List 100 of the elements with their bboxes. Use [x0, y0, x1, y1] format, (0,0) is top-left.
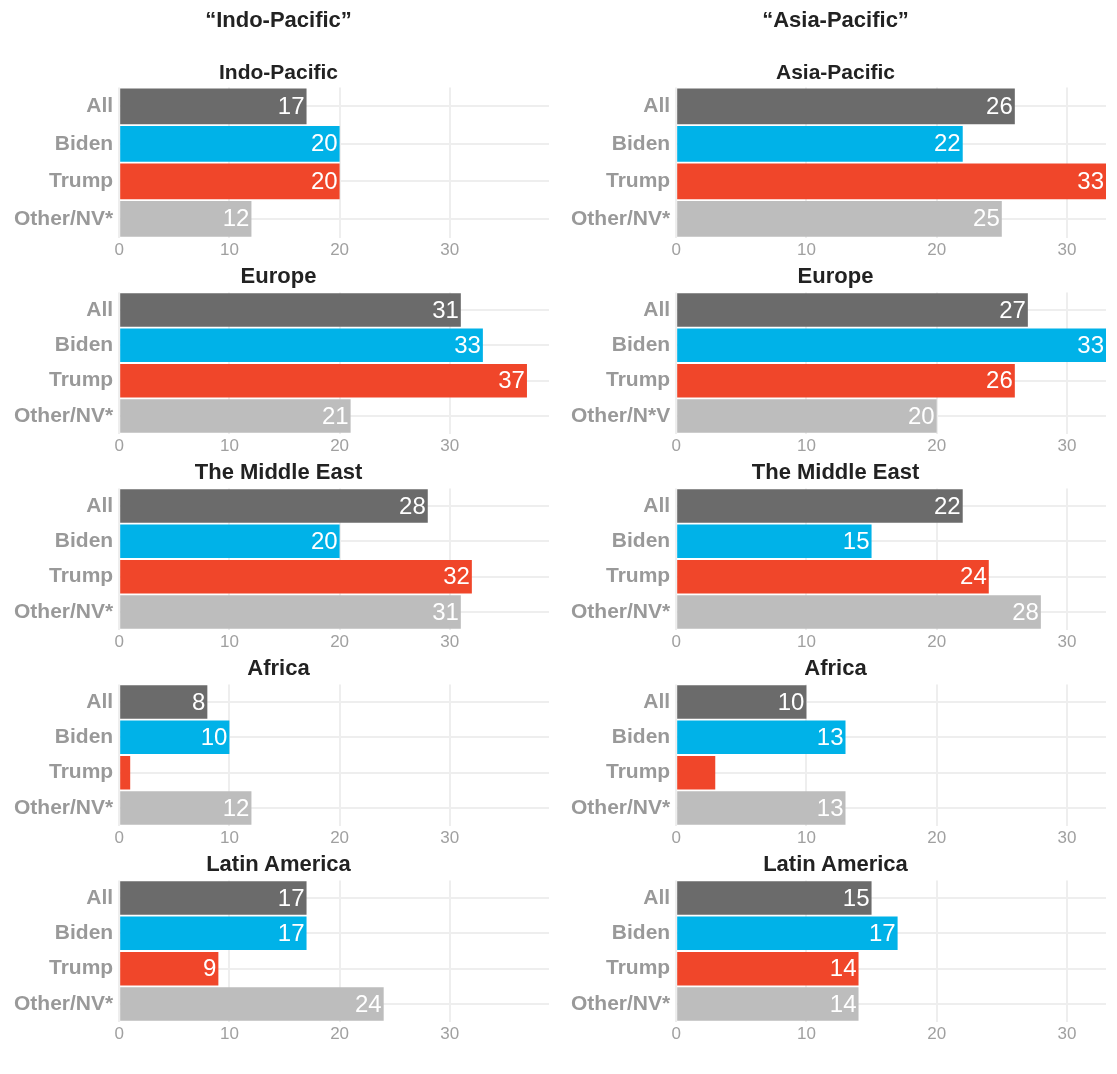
data-label: 14 — [829, 989, 857, 1017]
y-tick-label: Other/NV* — [14, 598, 115, 622]
x-tick-label: 30 — [1057, 828, 1077, 848]
bar — [120, 163, 340, 200]
y-tick-label: Biden — [54, 332, 114, 356]
x-tick-label: 10 — [796, 1024, 816, 1044]
bar — [120, 685, 208, 719]
x-tick-label: 30 — [440, 240, 460, 260]
data-label: 15 — [842, 526, 870, 554]
x-tick-label: 10 — [796, 828, 816, 848]
chart-title: Latin America — [206, 851, 352, 877]
data-label: 12 — [222, 204, 250, 232]
x-tick-label: 30 — [1057, 436, 1077, 456]
y-tick-label: All — [86, 93, 114, 117]
data-label: 13 — [816, 722, 844, 750]
bar — [120, 489, 428, 523]
data-label: 13 — [816, 793, 844, 821]
chart-title: “Indo-Pacific” — [205, 7, 352, 33]
x-tick-label: 0 — [671, 240, 681, 260]
y-tick-label: Other/NV* — [571, 205, 672, 229]
data-label: 33 — [454, 330, 481, 358]
x-tick-label: 30 — [1057, 632, 1077, 652]
bar — [677, 881, 872, 915]
x-tick-label: 20 — [330, 1024, 350, 1044]
y-tick-label: Trump — [49, 563, 114, 587]
x-tick-label: 0 — [114, 632, 124, 652]
data-label: 8 — [191, 687, 206, 715]
bar — [120, 881, 307, 915]
bar — [677, 163, 1106, 200]
bar — [120, 328, 483, 363]
bar — [677, 88, 1015, 125]
y-tick-label: All — [86, 296, 114, 320]
bar — [677, 791, 846, 825]
y-tick-label: Biden — [54, 724, 114, 748]
y-tick-label: All — [86, 492, 114, 516]
data-label: 10 — [777, 687, 805, 715]
chart-title: Africa — [247, 655, 311, 681]
chart-title: Africa — [804, 655, 868, 681]
data-label: 21 — [321, 401, 349, 429]
data-label: 33 — [1077, 166, 1104, 194]
y-tick-label: Biden — [611, 724, 671, 748]
chart-title: Europe — [240, 263, 317, 289]
x-tick-label: 20 — [330, 632, 350, 652]
x-tick-label: 30 — [440, 632, 460, 652]
data-label: 25 — [973, 204, 1000, 232]
x-tick-label: 10 — [219, 1024, 239, 1044]
data-label: 20 — [907, 401, 935, 429]
chart-title: The Middle East — [194, 459, 363, 485]
chart-subtitle: Indo-Pacific — [218, 59, 339, 83]
bar — [677, 916, 898, 951]
x-tick-label: 0 — [671, 436, 681, 456]
y-tick-label: Trump — [606, 759, 671, 783]
chart-subtitle: Asia-Pacific — [775, 59, 896, 83]
data-label: 28 — [1012, 597, 1039, 625]
x-tick-label: 10 — [219, 240, 239, 260]
y-tick-label: Trump — [606, 168, 671, 192]
x-tick-label: 0 — [114, 436, 124, 456]
data-label: 37 — [498, 366, 525, 394]
bar — [677, 489, 963, 523]
bar — [677, 559, 989, 594]
bar — [120, 559, 472, 594]
y-tick-label: All — [643, 688, 671, 712]
bar — [120, 720, 230, 755]
y-tick-label: All — [86, 688, 114, 712]
y-tick-label: Trump — [49, 955, 114, 979]
bar — [120, 363, 527, 398]
data-label: 33 — [1077, 330, 1104, 358]
y-tick-label: Other/NV* — [14, 794, 115, 818]
bar — [120, 524, 340, 559]
bar — [120, 399, 351, 433]
x-tick-label: 20 — [927, 436, 947, 456]
bar — [120, 293, 461, 327]
x-tick-label: 20 — [927, 240, 947, 260]
y-tick-label: Biden — [611, 920, 671, 944]
data-label: 17 — [277, 918, 305, 946]
data-label: 27 — [999, 295, 1026, 323]
x-tick-label: 10 — [219, 828, 239, 848]
data-label: 9 — [203, 954, 217, 982]
x-tick-label: 0 — [114, 1024, 124, 1044]
x-tick-label: 10 — [796, 436, 816, 456]
bar — [677, 755, 716, 790]
bar — [677, 201, 1002, 237]
y-tick-label: Trump — [49, 168, 114, 192]
x-tick-label: 20 — [330, 240, 350, 260]
y-tick-label: All — [643, 93, 671, 117]
bar — [677, 685, 807, 719]
y-tick-label: Other/NV* — [571, 990, 672, 1014]
y-tick-label: Other/NV* — [571, 598, 672, 622]
y-tick-label: All — [86, 884, 114, 908]
y-tick-label: All — [643, 884, 671, 908]
data-label: 10 — [200, 722, 228, 750]
y-tick-label: All — [643, 296, 671, 320]
data-label: 22 — [934, 129, 961, 157]
bar — [677, 524, 872, 559]
data-label: 15 — [842, 883, 870, 911]
bar — [677, 720, 846, 755]
data-label: 31 — [432, 597, 459, 625]
y-tick-label: Trump — [606, 955, 671, 979]
x-tick-label: 20 — [330, 828, 350, 848]
bar — [677, 399, 937, 433]
